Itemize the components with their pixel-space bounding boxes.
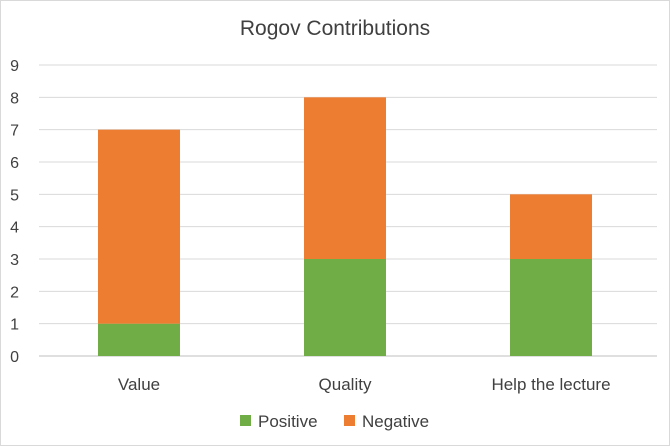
y-axis-ticks: 0 1 2 3 4 5 6 7 8 9 <box>10 58 19 366</box>
bar-positive-0 <box>98 323 180 356</box>
y-tick-label: 3 <box>10 252 19 269</box>
y-tick-label: 4 <box>10 220 19 237</box>
bar-negative-2 <box>510 194 592 259</box>
legend-label: Positive <box>258 412 318 431</box>
y-tick-label: 5 <box>10 187 19 204</box>
y-tick-label: 1 <box>10 317 19 334</box>
x-category-label: Value <box>118 375 160 394</box>
bar-positive-1 <box>304 259 386 356</box>
bar-positive-2 <box>510 259 592 356</box>
legend-swatch <box>344 415 355 426</box>
legend: Positive Negative <box>240 412 429 431</box>
y-tick-label: 6 <box>10 155 19 172</box>
legend-label: Negative <box>362 412 429 431</box>
x-category-label: Help the lecture <box>491 375 610 394</box>
y-tick-label: 8 <box>10 90 19 107</box>
y-tick-label: 9 <box>10 58 19 75</box>
x-axis-labels: Value Quality Help the lecture <box>118 375 611 394</box>
bar-negative-1 <box>304 97 386 259</box>
legend-swatch <box>240 415 251 426</box>
bars <box>98 97 592 356</box>
y-tick-label: 7 <box>10 123 19 140</box>
y-tick-label: 0 <box>10 349 19 366</box>
x-category-label: Quality <box>319 375 372 394</box>
bar-negative-0 <box>98 129 180 324</box>
y-tick-label: 2 <box>10 284 19 301</box>
chart-title: Rogov Contributions <box>240 17 430 40</box>
